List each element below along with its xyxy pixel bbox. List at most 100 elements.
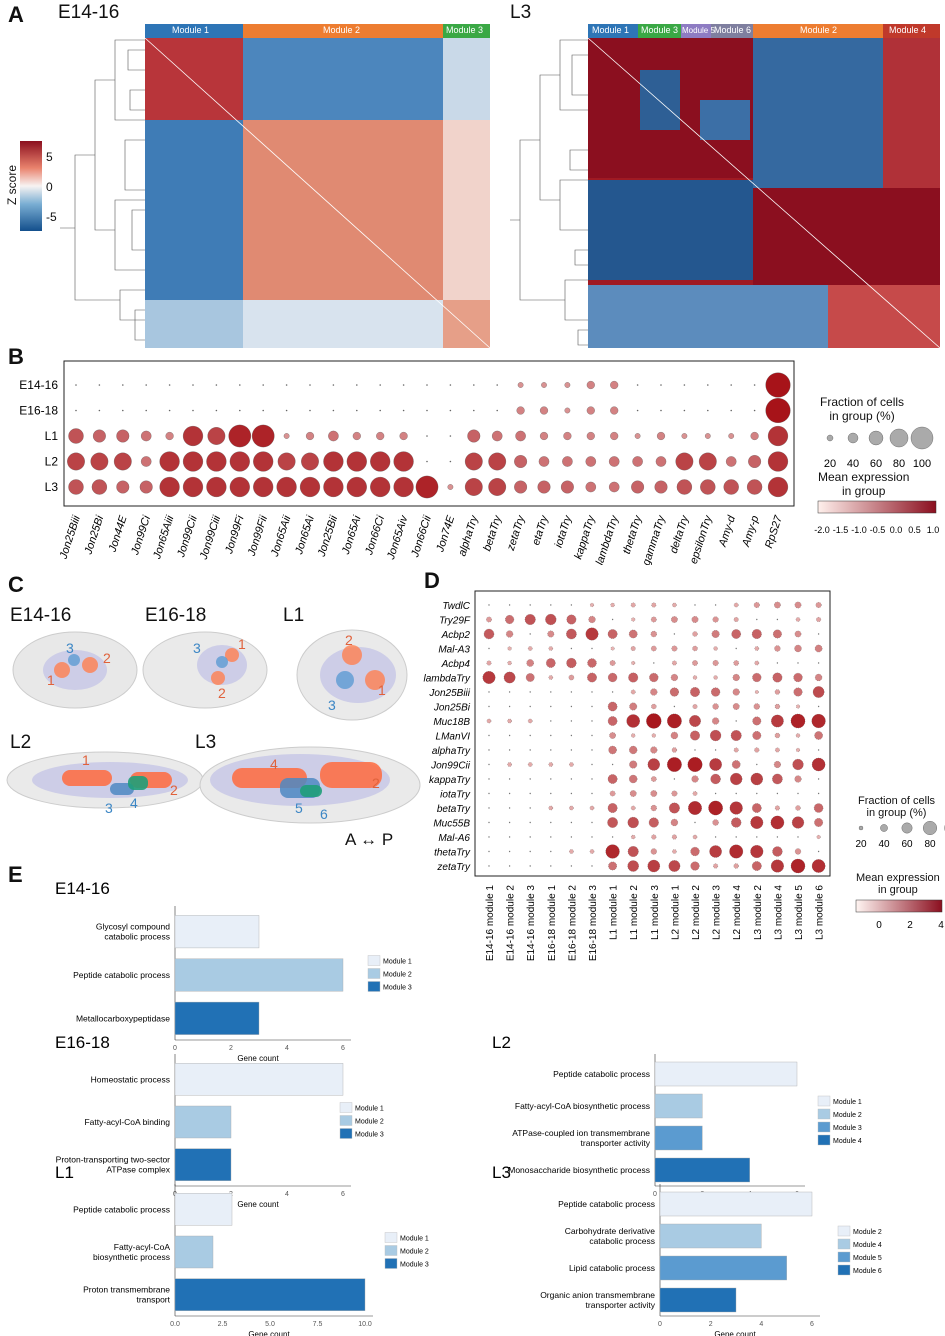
d-dot: [648, 817, 659, 828]
b-dot: [683, 409, 686, 412]
b-row-label: E14-16: [19, 378, 58, 392]
b-gene-label: Jon99Fii: [245, 514, 270, 559]
d-row-label: lambdaTry: [424, 674, 471, 685]
b-gene-label: Amy-p: [740, 514, 762, 549]
b-dot: [379, 384, 382, 386]
b-dot: [636, 409, 639, 412]
d-dot: [653, 662, 655, 664]
b-dot: [116, 480, 130, 494]
e-bar: [654, 1093, 703, 1119]
b-dot: [496, 384, 499, 386]
d-dot: [550, 705, 552, 708]
b-dot: [426, 435, 428, 437]
e-bar: [174, 958, 344, 992]
e-tick-label: 4: [285, 1045, 289, 1052]
b-dot: [283, 433, 290, 439]
d-dot: [712, 703, 719, 710]
d-dot: [529, 705, 531, 708]
d-dot: [651, 602, 657, 608]
b-dot: [376, 431, 385, 441]
e-tick-label: 0: [173, 1045, 177, 1052]
b-dot: [723, 479, 739, 495]
d-dot: [790, 713, 806, 729]
b-dot: [415, 475, 439, 499]
d-dot: [688, 801, 702, 815]
left-dendrogram: [60, 39, 145, 341]
e-legend-swatch: [367, 968, 381, 979]
d-dot: [817, 749, 820, 751]
d-dot: [710, 773, 721, 785]
d-dot: [730, 772, 743, 786]
d-dot: [529, 691, 531, 693]
d-dot: [607, 716, 618, 726]
panel-b-mean-title: Mean expression in group: [818, 470, 910, 498]
b-dot: [631, 480, 645, 494]
b-dot: [496, 409, 499, 412]
d-dot: [752, 803, 762, 813]
d-dot: [607, 629, 618, 639]
d-dot: [650, 776, 657, 782]
d-legend-size-label: 40: [878, 839, 890, 850]
d-dot: [670, 731, 679, 740]
e-bar-label: catabolic process: [589, 1236, 655, 1246]
b-gene-label: betaTry: [481, 513, 504, 553]
b-dot: [370, 451, 391, 472]
d-dot: [650, 688, 658, 696]
b-dot: [90, 452, 109, 471]
d-dot: [610, 602, 615, 608]
e-subchart-title: L3: [492, 1163, 511, 1182]
d-column-label: E14-16 module 2: [506, 885, 517, 962]
d-dot: [690, 861, 700, 871]
d-dot: [508, 807, 511, 809]
d-dot: [651, 703, 657, 710]
d-dot: [651, 834, 657, 840]
b-dot: [229, 476, 250, 498]
b-dot: [753, 384, 756, 386]
d-dot: [508, 821, 511, 824]
d-dot: [591, 691, 593, 693]
b-dot: [426, 460, 428, 463]
d-row-label: Acbp2: [441, 630, 471, 641]
d-dot: [713, 675, 718, 680]
e-xlabel: Gene count: [237, 1054, 279, 1063]
d-row-label: alphaTry: [432, 746, 471, 757]
d-dot: [814, 673, 823, 682]
d-dot: [692, 675, 698, 680]
e-bar: [174, 1148, 232, 1181]
d-colorbar: [855, 899, 943, 913]
b-dot: [683, 384, 686, 386]
d-column-label: L1 module 2: [629, 885, 640, 940]
d-row-label: kappaTry: [429, 775, 471, 786]
b-dot: [449, 460, 452, 463]
b-dot: [299, 476, 321, 498]
d-dot: [569, 762, 574, 767]
b-dot: [585, 481, 597, 493]
c-l1-label-2: 2: [345, 632, 353, 648]
b-gene-label: alphaTry: [456, 513, 481, 558]
b-dot: [379, 409, 382, 412]
d-dot: [712, 717, 720, 725]
d-dot: [731, 760, 741, 769]
d-dot: [527, 718, 533, 724]
d-dot: [774, 645, 781, 652]
d-row-label: LManVI: [436, 732, 471, 743]
d-dot: [607, 672, 618, 683]
d-dot: [550, 604, 552, 606]
d-dot: [646, 713, 662, 729]
d-dot: [814, 644, 823, 653]
b-gene-label: Jon99Ci: [129, 514, 153, 558]
e-bar-label: Monosaccharide biosynthetic process: [508, 1165, 650, 1175]
d-dot: [813, 803, 824, 813]
d-dot: [503, 671, 516, 684]
d-dot: [611, 836, 614, 838]
d-legend-size-dot: [923, 820, 938, 835]
d-column-label: L1 module 1: [609, 885, 620, 940]
b-dot: [765, 398, 791, 423]
d-dot: [627, 860, 639, 872]
d-dot: [591, 647, 593, 650]
b-dot: [767, 476, 789, 498]
d-dot: [527, 762, 533, 767]
d-dot: [753, 703, 760, 710]
